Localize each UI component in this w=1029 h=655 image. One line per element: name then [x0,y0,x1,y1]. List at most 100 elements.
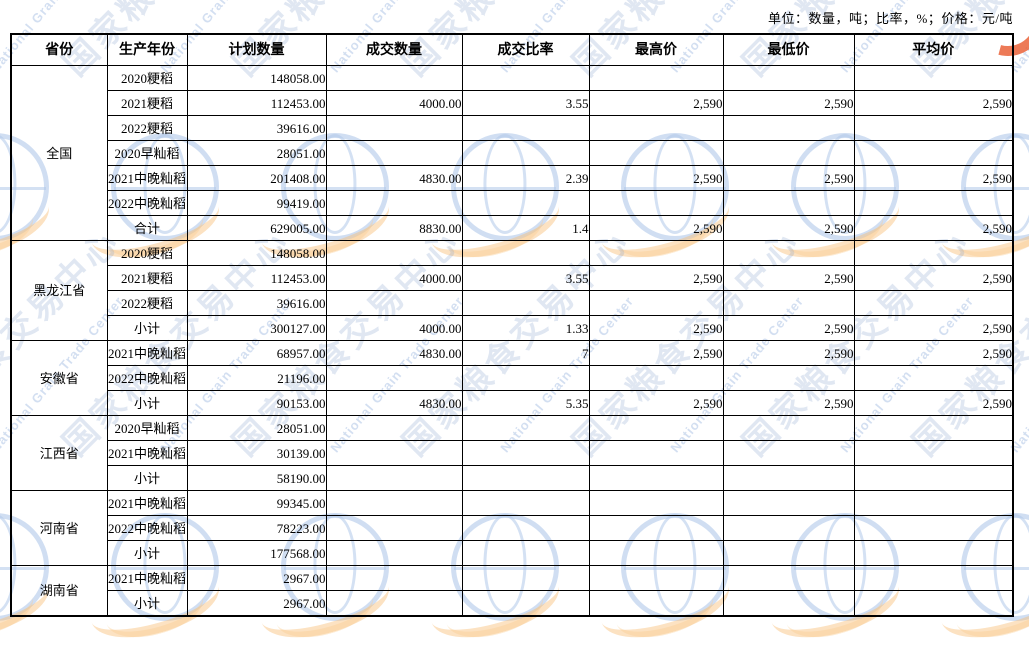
table-row: 小计 177568.00 [11,540,1014,566]
low-cell [722,465,855,491]
low-cell: 2,590 [722,165,855,191]
low-cell [722,365,855,391]
traded-cell [325,140,463,166]
table-row: 湖南省 2021中晚籼稻 2967.00 [10,565,1014,617]
low-cell [722,240,855,266]
table-row: 2021粳稻 112453.00 4000.00 3.55 2,590 2,590 2,59… [11,265,1014,291]
avg-cell [853,565,1014,591]
traded-cell [325,590,463,617]
low-cell: 2,590 [722,315,855,341]
ratio-cell [461,240,590,266]
column-header: 计划数量 [186,33,327,66]
year-cell: 2022粳稻 [106,290,188,316]
avg-cell [853,440,1014,466]
traded-cell [325,515,463,541]
traded-cell [325,365,463,391]
column-header: 成交数量 [325,33,463,66]
year-cell: 2022粳稻 [106,115,188,141]
planned-cell: 2967.00 [186,565,327,591]
year-cell: 2020早籼稻 [106,415,188,441]
planned-cell: 28051.00 [186,140,327,166]
traded-cell [325,465,463,491]
table-row: 小计 300127.00 4000.00 1.33 2,590 2,590 2,590 [11,315,1014,341]
high-cell: 2,590 [588,90,724,116]
high-cell: 2,590 [588,315,724,341]
results-table: 省份 生产年份 计划数量 成交数量 成交比率 最高价 最低价 平均价 全国 2020粳稻 1480… [10,33,1014,617]
high-cell [588,140,724,166]
header-row: 省份 生产年份 计划数量 成交数量 成交比率 最高价 最低价 平均价 [10,33,1014,66]
year-cell: 2022中晚籼稻 [106,365,188,391]
low-cell [722,115,855,141]
ratio-cell [461,565,590,591]
high-cell [588,540,724,566]
traded-cell [325,490,463,516]
planned-cell: 28051.00 [186,415,327,441]
year-cell: 2020粳稻 [106,65,188,91]
table-header: 省份 生产年份 计划数量 成交数量 成交比率 最高价 最低价 平均价 [10,33,1014,66]
planned-cell: 39616.00 [186,115,327,141]
low-cell [722,515,855,541]
avg-cell [853,415,1014,441]
avg-cell [853,65,1014,91]
planned-cell: 629005.00 [186,215,327,241]
traded-cell: 4830.00 [325,340,463,366]
page: 单位：数量，吨；比率，%；价格：元/吨 省份 生产年份 计划数量 成交数量 成交比率 最高… [10,11,1014,617]
traded-cell [325,540,463,566]
avg-cell [853,515,1014,541]
planned-cell: 78223.00 [186,515,327,541]
high-cell [588,565,724,591]
low-cell [722,490,855,516]
high-cell: 2,590 [588,265,724,291]
high-cell [588,115,724,141]
ratio-cell [461,115,590,141]
traded-cell: 8830.00 [325,215,463,241]
year-cell: 2021粳稻 [106,265,188,291]
high-cell [588,190,724,216]
column-header: 省份 [10,33,108,66]
high-cell [588,465,724,491]
high-cell [588,365,724,391]
table-row: 安徽省 2021中晚籼稻 68957.00 4830.00 7 2,590 2,590 2,5… [10,340,1014,416]
avg-cell: 2,590 [853,340,1014,366]
year-cell: 合计 [106,215,188,241]
avg-cell [853,290,1014,316]
table-row: 2020早籼稻 28051.00 [11,140,1014,166]
high-cell [588,240,724,266]
ratio-cell [461,415,590,441]
high-cell [588,515,724,541]
low-cell [722,565,855,591]
avg-cell [853,490,1014,516]
traded-cell: 4000.00 [325,265,463,291]
year-cell: 2022中晚籼稻 [106,190,188,216]
planned-cell: 148058.00 [186,240,327,266]
low-cell: 2,590 [722,90,855,116]
column-header: 成交比率 [461,33,590,66]
ratio-cell [461,440,590,466]
low-cell [722,540,855,566]
high-cell [588,490,724,516]
ratio-cell [461,65,590,91]
low-cell: 2,590 [722,340,855,366]
avg-cell [853,365,1014,391]
table-wrap: 省份 生产年份 计划数量 成交数量 成交比率 最高价 最低价 平均价 全国 2020粳稻 1480… [10,33,1014,617]
avg-cell: 2,590 [853,390,1014,416]
high-cell: 2,590 [588,340,724,366]
province-cell: 河南省 [10,490,108,566]
traded-cell: 4830.00 [325,390,463,416]
ratio-cell: 5.35 [461,390,590,416]
high-cell [588,290,724,316]
traded-cell [325,415,463,441]
table-row: 黑龙江省 2020粳稻 148058.00 [10,240,1014,341]
table-row: 河南省 2021中晚籼稻 99345.00 [10,490,1014,566]
province-cell: 黑龙江省 [10,240,108,341]
traded-cell [325,65,463,91]
traded-cell: 4830.00 [325,165,463,191]
year-cell: 2021中晚籼稻 [106,340,188,366]
year-cell: 小计 [106,390,188,416]
avg-cell [853,190,1014,216]
table-row: 2022中晚籼稻 21196.00 [11,365,1014,391]
unit-note: 单位：数量，吨；比率，%；价格：元/吨 [768,11,1013,26]
planned-cell: 112453.00 [186,90,327,116]
year-cell: 2020粳稻 [106,240,188,266]
planned-cell: 58190.00 [186,465,327,491]
